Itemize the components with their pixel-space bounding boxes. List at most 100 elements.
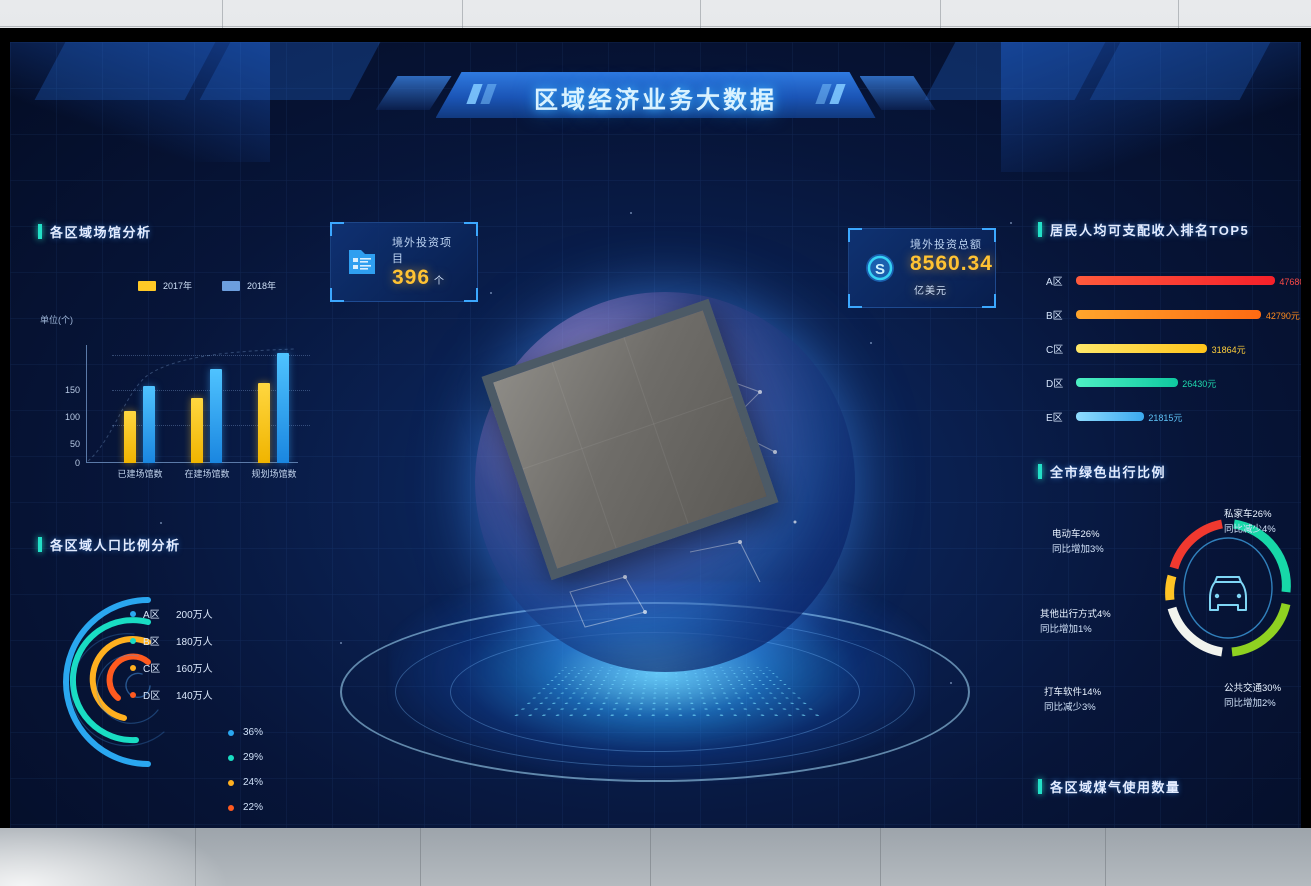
kpi-card-overseas-amount[interactable]: S 境外投资总额 8560.34 亿美元 <box>848 228 996 308</box>
panel-title-gas: 各区域煤气使用数量 <box>1038 777 1181 796</box>
travel-label-public-transport: 公共交通30% 同比增加2% <box>1224 682 1281 711</box>
legend-dot <box>228 729 234 736</box>
travel-label-sub: 同比减少4% <box>1224 523 1276 535</box>
panel-label: 各区域煤气使用数量 <box>1050 780 1181 795</box>
list-item: A区 200万人 <box>130 600 213 627</box>
panel-label: 各区域人口比例分析 <box>50 538 181 553</box>
travel-label-private-car: 私家车26% 同比减少4% <box>1224 508 1276 537</box>
nested-arc-rings <box>63 597 165 767</box>
region-name: A区 <box>143 610 160 621</box>
percent-value: 29% <box>243 752 264 763</box>
region-value: 200万人 <box>176 610 213 621</box>
travel-label-sub: 同比增加2% <box>1224 697 1276 709</box>
list-item: 24% <box>228 770 263 795</box>
legend-dot <box>228 754 234 761</box>
list-item: 29% <box>228 745 263 770</box>
percent-value: 36% <box>243 727 264 738</box>
chart-legend: 2017年 2018年 <box>138 279 276 292</box>
legend-label: 2018年 <box>247 281 277 291</box>
legend-dot <box>130 664 136 671</box>
panel-tick-icon <box>1038 464 1042 479</box>
rank-row: A区 47680元 <box>1046 273 1301 288</box>
bar-2017 <box>191 398 203 463</box>
legend-dot <box>130 610 136 617</box>
globe-hologram <box>310 202 1000 822</box>
bar-2018 <box>277 353 289 463</box>
list-item: C区 160万人 <box>130 654 213 681</box>
rank-value: 42790元 <box>1265 311 1300 321</box>
rank-row: C区 31864元 <box>1046 341 1301 356</box>
percent-value: 24% <box>243 777 264 788</box>
x-tick-label: 在建场馆数 <box>184 469 230 479</box>
list-item: 36% <box>228 720 263 745</box>
dashboard-header: 区域经济业务大数据 <box>375 72 936 124</box>
rank-value: 21815元 <box>1148 413 1183 423</box>
kpi-value-wrap: 8560.34 亿美元 <box>910 252 993 300</box>
region-value: 180万人 <box>176 637 213 648</box>
panel-tick-icon <box>38 224 42 239</box>
car-icon <box>1209 576 1247 611</box>
travel-label-sub: 同比增加3% <box>1052 543 1104 555</box>
legend-item: 2018年 <box>222 279 276 292</box>
x-tick-label: 规划场馆数 <box>251 469 297 479</box>
rank-bar <box>1076 344 1208 353</box>
rank-row: E区 21815元 <box>1046 409 1301 424</box>
y-tick-label: 0 <box>74 458 80 468</box>
travel-label-name: 电动车26% <box>1052 529 1100 540</box>
kpi-value: 8560.34 <box>910 252 993 275</box>
income-rank-chart: A区 47680元 B区 42790元 C区 31864元 D区 26 <box>1038 217 1301 424</box>
rank-bar <box>1076 378 1178 387</box>
y-axis <box>86 345 87 463</box>
panel-tick-icon <box>1038 779 1042 794</box>
trend-curve <box>87 348 295 462</box>
region-value: 160万人 <box>176 664 213 675</box>
legend-swatch <box>222 280 241 291</box>
rank-label: D区 <box>1046 379 1064 390</box>
panel-tick-icon <box>38 537 42 552</box>
legend-item: 2017年 <box>138 279 192 292</box>
panel-label: 各区域场馆分析 <box>50 225 152 240</box>
travel-label-taxi-app: 打车软件14% 同比减少3% <box>1044 686 1101 715</box>
kpi-value-wrap: 396 个 <box>392 266 463 290</box>
kpi-unit: 亿美元 <box>914 286 947 297</box>
rank-track: 31864元 <box>1076 344 1301 355</box>
kpi-card-overseas-projects[interactable]: 境外投资项目 396 个 <box>330 222 478 302</box>
legend-dot <box>228 779 234 786</box>
legend-dot <box>130 691 136 698</box>
list-item: D区 140万人 <box>130 681 213 708</box>
travel-label-name: 私家车26% <box>1224 509 1272 520</box>
bar-2017 <box>124 411 136 463</box>
travel-label-ebike: 电动车26% 同比增加3% <box>1052 528 1104 557</box>
chart-unit-label: 单位(个) <box>40 315 73 325</box>
population-percent-legend: 36% 29% 24% 22% <box>228 720 263 820</box>
population-legend: A区 200万人 B区 180万人 C区 160万人 D区 140万人 <box>130 600 213 708</box>
wall-seam <box>0 26 1311 27</box>
kpi-unit: 个 <box>434 276 446 287</box>
rank-track: 47680元 <box>1076 276 1301 287</box>
rank-label: A区 <box>1046 277 1063 288</box>
venue-bar-chart: 单位(个) 2017年 2018年 150 100 50 0 <box>38 257 310 497</box>
rank-label: B区 <box>1046 311 1063 322</box>
x-tick-label: 已建场馆数 <box>117 469 163 479</box>
panel-label: 全市绿色出行比例 <box>1050 465 1167 480</box>
region-value: 140万人 <box>176 691 213 702</box>
percent-value: 22% <box>243 802 264 813</box>
page-title: 区域经济业务大数据 <box>534 87 777 114</box>
kpi-label: 境外投资总额 <box>910 239 982 251</box>
panel-tick-icon <box>1038 222 1042 237</box>
list-item: B区 180万人 <box>130 627 213 654</box>
legend-dot <box>130 637 136 644</box>
legend-label: 2017年 <box>163 281 193 291</box>
travel-donut <box>1165 519 1291 657</box>
rank-bar <box>1076 310 1262 319</box>
panel-title-venue: 各区域场馆分析 <box>38 222 152 241</box>
background-glow-right <box>1001 42 1301 172</box>
green-travel-chart: 私家车26% 同比减少4% 公共交通30% 同比增加2% 打车软件14% 同比减… <box>1038 460 1301 740</box>
kpi-value: 396 <box>392 266 431 289</box>
rank-track: 42790元 <box>1076 310 1301 321</box>
legend-swatch <box>138 280 156 291</box>
travel-label-name: 公共交通30% <box>1224 683 1282 694</box>
bar-2018 <box>143 386 155 463</box>
kpi-label: 境外投资项目 <box>392 237 452 265</box>
region-name: B区 <box>143 637 160 648</box>
